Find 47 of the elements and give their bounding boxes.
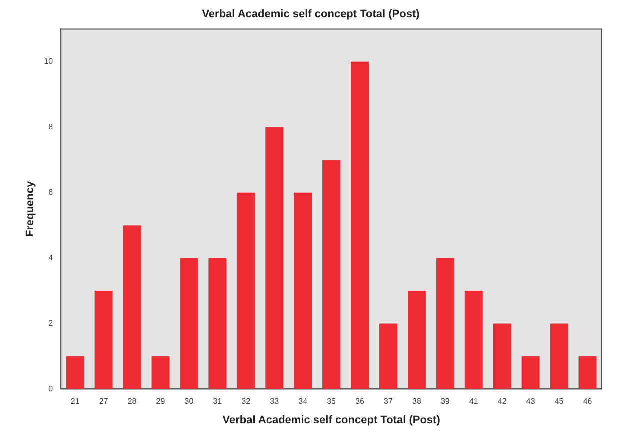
y-tick-label: 0 xyxy=(48,384,54,394)
x-tick-label: 43 xyxy=(526,397,536,406)
bar xyxy=(436,258,454,390)
y-tick-label: 4 xyxy=(48,253,54,262)
y-tick-label: 8 xyxy=(48,122,54,132)
bar xyxy=(522,356,540,390)
bar xyxy=(408,291,426,390)
y-tick-label: 6 xyxy=(48,188,54,198)
x-tick-label: 46 xyxy=(583,397,593,406)
x-tick-label: 21 xyxy=(70,397,80,406)
bar xyxy=(208,258,227,390)
x-tick-label: 31 xyxy=(213,397,223,406)
bar xyxy=(322,160,341,390)
chart-title: Verbal Academic self concept Total (Post) xyxy=(202,8,420,21)
y-tick-label: 10 xyxy=(44,57,54,66)
x-tick-label: 35 xyxy=(327,397,337,406)
x-tick-label: 34 xyxy=(298,397,308,406)
x-tick-label: 42 xyxy=(498,397,508,406)
bar xyxy=(464,291,483,390)
x-tick-label: 30 xyxy=(184,397,194,406)
x-tick-label: 45 xyxy=(554,397,564,406)
x-tick-label: 28 xyxy=(128,397,138,406)
bar xyxy=(493,324,512,390)
bar xyxy=(266,127,284,390)
x-tick-label: 33 xyxy=(270,397,280,406)
bar xyxy=(237,192,256,390)
x-tick-label: 38 xyxy=(412,397,422,406)
x-tick-label: 36 xyxy=(356,397,366,406)
y-axis-title: Frequency xyxy=(24,180,37,238)
bar xyxy=(578,356,597,390)
bar xyxy=(66,356,84,390)
bar xyxy=(351,62,369,390)
bar xyxy=(94,291,113,390)
y-tick-label: 2 xyxy=(48,318,54,328)
bar xyxy=(380,324,398,390)
bar xyxy=(180,258,198,390)
x-axis-title: Verbal Academic self concept Total (Post) xyxy=(222,414,441,426)
bar xyxy=(152,356,170,390)
bar xyxy=(550,324,568,390)
bar xyxy=(294,192,312,390)
x-tick-label: 32 xyxy=(242,397,252,406)
x-tick-label: 39 xyxy=(440,397,450,406)
x-tick-label: 37 xyxy=(384,397,394,406)
bar xyxy=(123,226,142,390)
x-tick-label: 41 xyxy=(469,397,479,406)
x-tick-label: 29 xyxy=(156,397,166,406)
x-tick-label: 27 xyxy=(99,397,109,406)
